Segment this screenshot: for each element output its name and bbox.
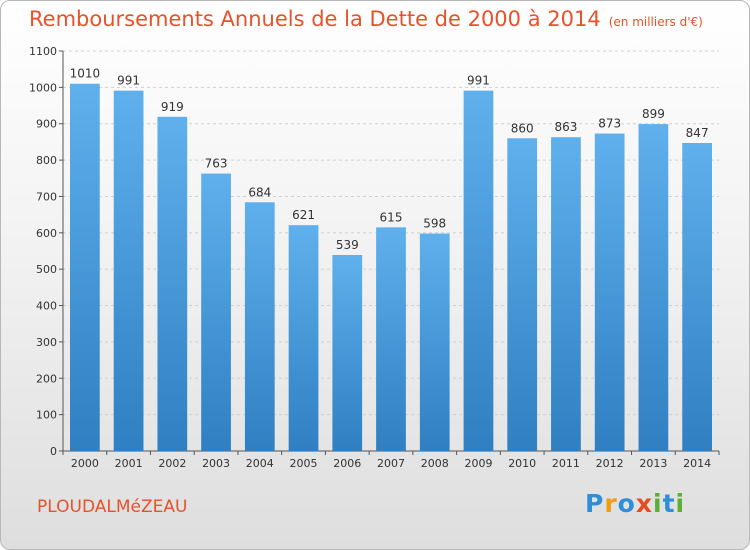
bar	[288, 225, 319, 451]
bar-value-label: 539	[336, 238, 359, 252]
bar-value-label: 991	[467, 74, 490, 88]
chart-subtitle: (en milliers d'€)	[608, 15, 703, 29]
y-tick-label: 400	[36, 300, 57, 313]
y-tick-label: 700	[36, 190, 57, 203]
proxiti-logo: Proxiti	[585, 489, 685, 518]
bar	[594, 133, 625, 451]
bar	[376, 227, 406, 451]
y-tick-label: 200	[36, 372, 57, 385]
bar	[201, 173, 231, 451]
logo-letter: x	[635, 489, 653, 518]
bar	[332, 255, 363, 451]
x-tick-label: 2013	[639, 457, 667, 470]
logo-letter: r	[604, 489, 618, 518]
bar-value-label: 863	[554, 120, 577, 134]
bar	[682, 143, 713, 451]
x-tick-label: 2008	[421, 457, 449, 470]
bar	[419, 233, 450, 451]
bar-value-label: 899	[642, 107, 665, 121]
labels: 0 100 200 300 400 500 600 700 800 900 1000 1100 1010…	[29, 45, 711, 470]
x-tick-label: 2007	[377, 457, 405, 470]
chart-title: Remboursements Annuels de la Dette de 20…	[29, 7, 601, 31]
bar-value-label: 621	[292, 208, 315, 222]
bar-value-label: 860	[511, 121, 534, 135]
logo-letter: i	[675, 489, 686, 518]
y-tick-label: 600	[36, 227, 57, 240]
x-tick-label: 2006	[333, 457, 361, 470]
y-tick-label: 900	[36, 118, 57, 131]
bar-value-label: 615	[380, 210, 403, 224]
bar	[638, 124, 669, 451]
bar-value-label: 763	[205, 157, 228, 171]
bar	[507, 138, 538, 452]
bar-value-label: 873	[598, 117, 621, 131]
y-tick-label: 300	[36, 336, 57, 349]
town-name: PLOUDALMéZEAU	[37, 497, 188, 517]
y-tick-label: 1000	[29, 81, 57, 94]
y-tick-label: 1100	[29, 45, 57, 58]
x-tick-label: 2012	[596, 457, 624, 470]
y-tick-label: 800	[36, 154, 57, 167]
x-tick-label: 2004	[246, 457, 274, 470]
bar-value-label: 847	[686, 126, 709, 140]
logo-letter: o	[617, 489, 636, 518]
x-tick-label: 2000	[71, 457, 99, 470]
x-tick-label: 2002	[158, 457, 186, 470]
bar-value-label: 684	[248, 185, 271, 199]
bar	[551, 137, 581, 451]
bar-value-label: 919	[161, 100, 184, 114]
bar-value-label: 598	[423, 217, 446, 231]
bars	[69, 83, 713, 452]
bar	[244, 202, 275, 451]
x-tick-label: 2010	[508, 457, 536, 470]
x-tick-label: 2014	[683, 457, 711, 470]
x-tick-label: 2001	[115, 457, 143, 470]
x-tick-label: 2009	[464, 457, 492, 470]
chart-title-line: Remboursements Annuels de la Dette de 20…	[29, 7, 703, 31]
bar-value-label: 1010	[70, 67, 101, 81]
y-tick-label: 500	[36, 263, 57, 276]
bar-value-label: 991	[117, 74, 140, 88]
x-tick-label: 2003	[202, 457, 230, 470]
bar	[463, 90, 494, 452]
y-tick-label: 100	[36, 409, 57, 422]
y-tick-label: 0	[50, 445, 57, 458]
logo-letter: P	[585, 489, 605, 518]
logo-letter: t	[662, 489, 676, 518]
x-tick-label: 2011	[552, 457, 580, 470]
bar	[69, 83, 100, 452]
bar	[157, 116, 188, 452]
logo-letter: i	[653, 489, 663, 518]
x-tick-label: 2005	[290, 457, 318, 470]
bar	[113, 90, 144, 452]
